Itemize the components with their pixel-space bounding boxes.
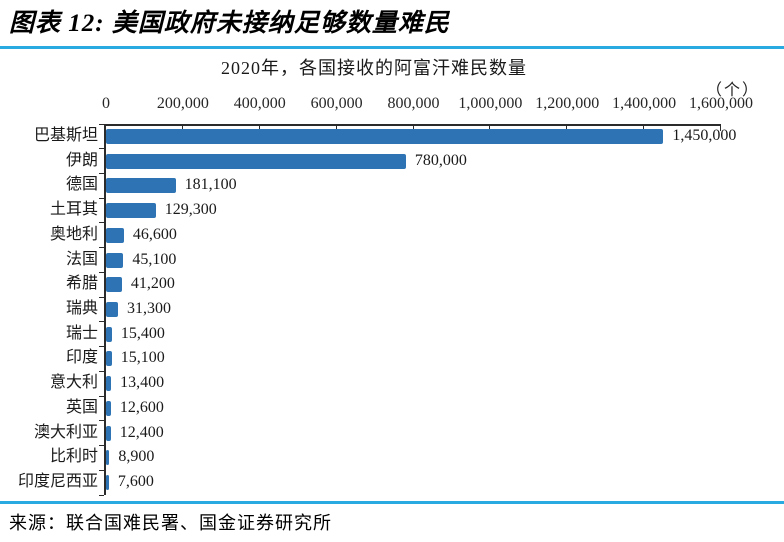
value-label: 7,600 [117, 473, 154, 491]
category-label: 土耳其 [49, 201, 98, 219]
value-label: 41,200 [130, 275, 175, 293]
value-label: 129,300 [164, 201, 217, 219]
bottom-divider-line [0, 501, 784, 504]
value-label: 15,100 [120, 349, 165, 367]
x-axis-tick [566, 126, 568, 131]
bar [106, 302, 119, 317]
x-tick-label: 1,000,000 [458, 95, 523, 112]
bar [106, 400, 111, 416]
value-label: 31,300 [127, 300, 172, 317]
bar [106, 450, 110, 466]
y-axis-tick [99, 271, 104, 273]
value-label: 780,000 [414, 151, 467, 169]
bar [106, 351, 112, 367]
x-tick-label: 600,000 [310, 95, 363, 112]
value-label: 46,600 [132, 225, 177, 243]
category-label: 德国 [65, 176, 98, 194]
value-label: 8,900 [118, 448, 155, 466]
y-axis-tick [99, 321, 104, 323]
x-tick-label: 800,000 [387, 95, 440, 112]
category-label: 澳大利亚 [33, 423, 98, 441]
y-axis-tick [99, 123, 104, 125]
bar [106, 227, 124, 243]
x-tick-label: 1,400,000 [612, 95, 677, 112]
chart-unit-label: （个） [705, 82, 760, 99]
category-label: 巴基斯坦 [33, 126, 98, 144]
bar [106, 277, 122, 293]
bar [106, 376, 112, 392]
value-label: 1,450,000 [672, 126, 737, 144]
x-axis-line [104, 124, 721, 126]
chart-title: 2020年，各国接收的阿富汗难民数量 [221, 58, 527, 78]
y-axis-tick [99, 494, 104, 496]
bar [106, 153, 406, 169]
category-label: 法国 [65, 250, 98, 268]
value-label: 12,600 [119, 398, 164, 416]
value-label: 181,100 [184, 176, 237, 194]
category-label: 瑞典 [65, 300, 98, 317]
category-label: 印度 [65, 349, 98, 367]
category-label: 奥地利 [49, 225, 98, 243]
x-axis-tick [720, 126, 721, 131]
y-axis-tick [99, 420, 104, 422]
top-divider-line [0, 46, 784, 49]
category-label: 比利时 [49, 448, 98, 466]
value-label: 13,400 [120, 374, 165, 392]
x-axis-tick [181, 126, 183, 131]
source-note: 来源：联合国难民署、国金证券研究所 [9, 513, 332, 533]
y-axis-tick [99, 148, 104, 150]
x-axis-tick [643, 126, 645, 131]
x-axis-tick [105, 126, 106, 131]
figure-title: 图表 12: 美国政府未接纳足够数量难民 [9, 10, 450, 37]
x-tick-label: 1,200,000 [535, 95, 600, 112]
x-tick-label: 400,000 [233, 95, 286, 112]
x-axis-tick [335, 126, 337, 131]
bar [106, 128, 664, 144]
category-label: 瑞士 [65, 324, 98, 342]
bar [106, 252, 124, 268]
bar [106, 475, 109, 491]
bar [106, 326, 112, 342]
category-label: 希腊 [65, 275, 98, 293]
category-label: 意大利 [49, 374, 98, 392]
y-axis-tick [99, 395, 104, 397]
category-label: 伊朗 [65, 151, 98, 169]
bar [106, 203, 156, 219]
value-label: 45,100 [132, 250, 177, 268]
category-label: 英国 [65, 398, 98, 416]
bar [106, 178, 176, 194]
x-tick-label: 1,600,000 [689, 95, 753, 112]
y-axis-tick [99, 445, 104, 447]
value-label: 15,400 [120, 324, 165, 342]
y-axis-tick [99, 346, 104, 348]
y-axis-tick [99, 247, 104, 249]
x-axis-tick [489, 126, 491, 131]
y-axis-tick [99, 296, 104, 298]
y-axis-tick [99, 370, 104, 372]
bar [106, 425, 111, 441]
y-axis-tick [99, 469, 104, 471]
x-tick-label: 200,000 [156, 95, 209, 112]
x-tick-label: 0 [102, 95, 110, 112]
y-axis-tick [99, 197, 104, 199]
x-axis-tick [258, 126, 260, 131]
category-label: 印度尼西亚 [17, 473, 98, 491]
y-axis-line [104, 124, 106, 495]
value-label: 12,400 [119, 423, 164, 441]
y-axis-tick [99, 172, 104, 174]
x-axis-tick [412, 126, 414, 131]
y-axis-tick [99, 222, 104, 224]
